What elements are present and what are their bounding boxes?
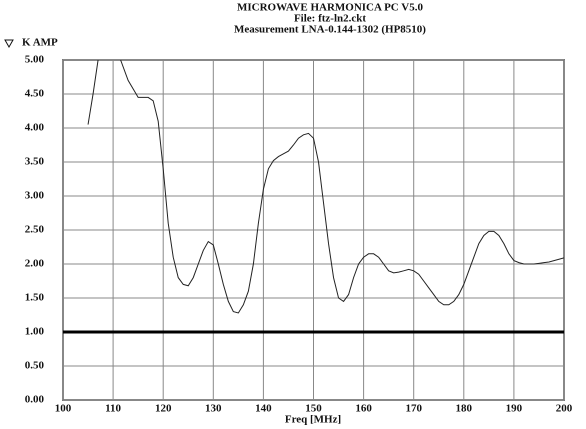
y-tick-label: 0.50 xyxy=(25,360,45,372)
x-axis-label: Freq [MHz] xyxy=(285,414,341,426)
x-tick-label: 170 xyxy=(405,403,422,415)
legend-label: K AMP xyxy=(22,37,58,49)
y-tick-label: 1.50 xyxy=(25,292,45,304)
y-tick-label: 3.50 xyxy=(25,156,45,168)
x-tick-label: 140 xyxy=(255,403,272,415)
y-tick-label: 4.00 xyxy=(25,122,45,134)
chart-title: MICROWAVE HARMONICA PC V5.0 xyxy=(237,2,423,14)
x-tick-label: 190 xyxy=(506,403,523,415)
y-tick-label: 2.50 xyxy=(25,224,45,236)
y-tick-label: 3.00 xyxy=(25,190,45,202)
y-tick-label: 0.00 xyxy=(25,394,45,406)
legend-marker xyxy=(4,39,14,49)
x-tick-label: 110 xyxy=(105,403,121,415)
x-tick-label: 100 xyxy=(55,403,72,415)
y-tick-label: 2.00 xyxy=(25,258,45,270)
x-tick-label: 180 xyxy=(456,403,473,415)
y-tick-label: 1.00 xyxy=(25,326,45,338)
series-line xyxy=(87,60,564,314)
x-tick-label: 200 xyxy=(556,403,573,415)
x-tick-label: 120 xyxy=(155,403,172,415)
y-tick-label: 4.50 xyxy=(25,88,45,100)
x-tick-label: 130 xyxy=(205,403,222,415)
x-tick-label: 150 xyxy=(305,403,322,415)
x-tick-label: 160 xyxy=(355,403,372,415)
chart-subtitle: File: ftz-ln2.ckt xyxy=(294,13,366,25)
measurement: Measurement LNA-0.144-1302 (HP8510) xyxy=(234,24,426,36)
y-tick-label: 5.00 xyxy=(25,54,45,66)
